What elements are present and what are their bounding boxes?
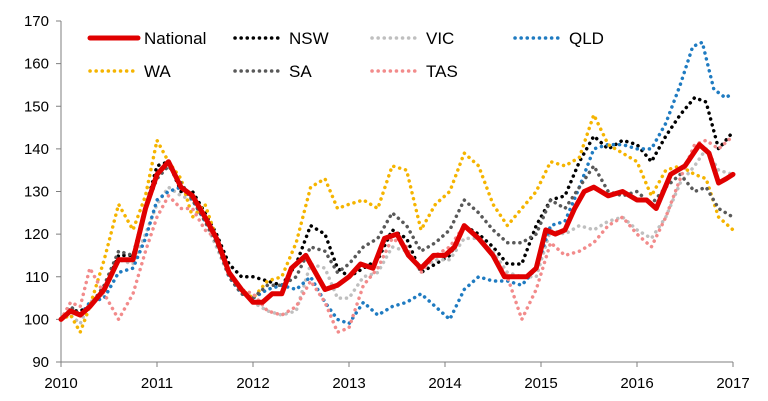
series-line-tas: [59, 134, 735, 334]
legend-item-qld: QLD: [513, 29, 604, 48]
x-tick-label: 2016: [620, 375, 653, 392]
legend-label: National: [144, 29, 206, 48]
series-line-qld: [59, 40, 735, 326]
x-tick-label: 2017: [716, 375, 749, 392]
x-tick-label: 2014: [428, 375, 461, 392]
series-line-vic: [59, 147, 735, 326]
legend-item-wa: WA: [88, 62, 171, 81]
series-line-national: [58, 142, 736, 322]
legend-label: QLD: [569, 29, 604, 48]
legend-item-vic: VIC: [370, 29, 454, 48]
legend-label: TAS: [426, 62, 458, 81]
legend-item-nsw: NSW: [233, 29, 329, 48]
x-tick-label: 2012: [236, 375, 269, 392]
y-tick-label: 160: [24, 56, 49, 73]
y-tick-label: 110: [25, 269, 49, 286]
legend-label: VIC: [426, 29, 454, 48]
legend-label: WA: [144, 62, 171, 81]
legend-item-national: National: [87, 29, 206, 48]
legend-item-sa: SA: [233, 62, 312, 81]
x-tick-label: 2013: [332, 375, 365, 392]
y-tick-label: 120: [24, 226, 49, 243]
x-tick-label: 2011: [141, 375, 173, 392]
y-tick-label: 170: [24, 13, 49, 30]
legend-label: NSW: [289, 29, 329, 48]
series-line-sa: [59, 164, 735, 322]
series-line-wa: [59, 113, 735, 334]
y-tick-label: 150: [24, 98, 49, 115]
y-tick-label: 100: [24, 311, 49, 328]
series-line-nsw: [59, 95, 735, 322]
legend-item-tas: TAS: [370, 62, 458, 81]
y-tick-label: 140: [24, 141, 49, 158]
y-tick-label: 90: [32, 354, 49, 371]
legend-label: SA: [289, 62, 312, 81]
x-tick-label: 2015: [524, 375, 557, 392]
x-tick-label: 2010: [44, 375, 77, 392]
y-tick-label: 130: [24, 184, 49, 201]
